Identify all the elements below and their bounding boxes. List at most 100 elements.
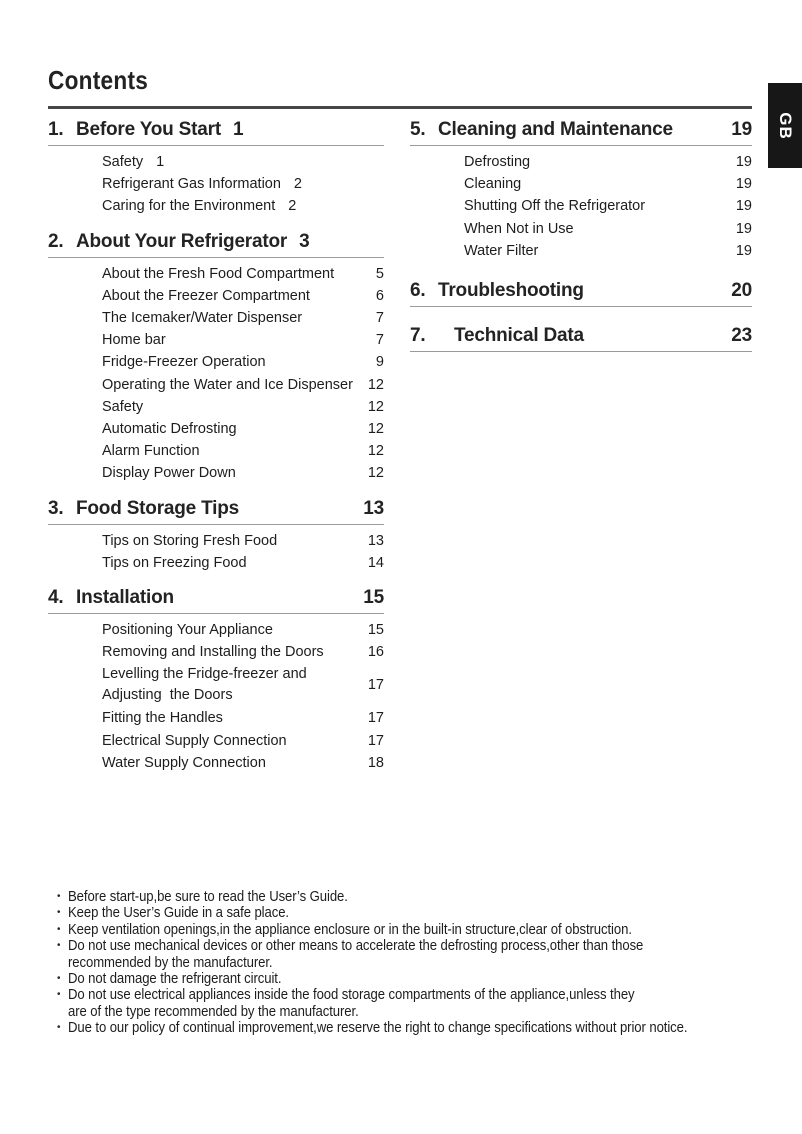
toc-item-page-number: 17 xyxy=(367,710,384,727)
toc-columns: 1. Before You Start 1 Safety 1 Refrigera… xyxy=(48,118,752,774)
toc-item-label: When Not in Use xyxy=(464,220,574,237)
toc-item-label: Electrical Supply Connection xyxy=(102,732,287,749)
toc-item-label: Automatic Defrosting xyxy=(102,421,237,438)
section-title: Before You Start xyxy=(76,119,221,140)
toc-item: Water Supply Connection 18 xyxy=(102,752,384,774)
note-item: • Do not use mechanical devices or other… xyxy=(48,938,792,971)
bullet-icon: • xyxy=(57,907,61,919)
section-number: 5. xyxy=(410,119,426,140)
section-title: Installation xyxy=(76,587,174,609)
toc-item-page-number: 7 xyxy=(375,310,384,327)
section-title: Troubleshooting xyxy=(438,280,584,302)
toc-section-heading: 6. Troubleshooting 20 xyxy=(410,279,752,308)
note-text: Do not use electrical appliances inside … xyxy=(68,987,635,1020)
toc-item-page-number: 14 xyxy=(367,554,384,571)
toc-item-label: Alarm Function xyxy=(102,443,200,460)
section-number: 7. xyxy=(410,325,426,347)
toc-item: Automatic Defrosting 12 xyxy=(102,418,384,440)
toc-item: Safety 12 xyxy=(102,396,384,418)
note-item: • Before start-up,be sure to read the Us… xyxy=(48,889,792,905)
toc-item-page-number: 12 xyxy=(367,465,384,482)
toc-item-page-number: 19 xyxy=(735,220,752,237)
note-text: Before start-up,be sure to read the User… xyxy=(68,889,348,905)
toc-item-label: About the Fresh Food Compartment xyxy=(102,265,335,282)
toc-item: Caring for the Environment 2 xyxy=(102,195,384,217)
toc-item-page-number: 19 xyxy=(735,176,752,193)
bullet-icon: • xyxy=(57,1022,61,1034)
bullet-icon: • xyxy=(57,923,61,935)
toc-item-label: Home bar xyxy=(102,332,166,349)
page-title-block: Contents xyxy=(48,66,752,109)
toc-section: 2. About Your Refrigerator 3 About the F… xyxy=(48,230,384,485)
toc-section: 1. Before You Start 1 Safety 1 Refrigera… xyxy=(48,118,384,218)
toc-item-page-number: 12 xyxy=(367,398,384,415)
section-title: About Your Refrigerator xyxy=(76,230,288,252)
toc-section: 6. Troubleshooting 20 xyxy=(410,279,752,308)
toc-item-page-number: 5 xyxy=(375,265,384,282)
toc-item-page-number: 12 xyxy=(367,443,384,460)
toc-item: Water Filter 19 xyxy=(464,240,752,262)
section-page-number: 1 xyxy=(232,119,244,140)
toc-item: Shutting Off the Refrigerator 19 xyxy=(464,195,752,217)
toc-item-label: Fitting the Handles xyxy=(102,710,223,727)
section-page-number: 15 xyxy=(363,587,384,609)
toc-item: Refrigerant Gas Information 2 xyxy=(102,173,384,195)
toc-column-right: 5. Cleaning and Maintenance 19 Defrostin… xyxy=(410,118,752,774)
toc-item-page-number: 2 xyxy=(293,176,302,193)
toc-column-left: 1. Before You Start 1 Safety 1 Refrigera… xyxy=(48,118,384,774)
bullet-icon: • xyxy=(57,989,61,1001)
toc-item-label: Display Power Down xyxy=(102,465,236,482)
note-item: • Due to our policy of continual improve… xyxy=(48,1020,792,1036)
toc-section-items: Safety 1 Refrigerant Gas Information 2 C… xyxy=(48,146,384,218)
section-title: Food Storage Tips xyxy=(76,497,240,519)
bullet-icon: • xyxy=(57,891,61,902)
toc-item-page-number: 13 xyxy=(367,532,384,549)
toc-section-items: Positioning Your Appliance 15 Removing a… xyxy=(48,614,384,774)
toc-item-label: Tips on Freezing Food xyxy=(102,554,247,571)
toc-section-heading: 5. Cleaning and Maintenance 19 xyxy=(410,118,752,146)
section-page-number: 23 xyxy=(731,325,752,347)
toc-item-page-number: 17 xyxy=(367,732,384,749)
toc-item-page-number: 9 xyxy=(375,354,384,371)
toc-item: Removing and Installing the Doors 16 xyxy=(102,641,384,663)
toc-item-label: Cleaning xyxy=(464,176,522,193)
toc-section-heading: 7. Technical Data 23 xyxy=(410,324,752,353)
toc-item-label: Operating the Water and Ice Dispenser xyxy=(102,376,353,393)
toc-item-label: Tips on Storing Fresh Food xyxy=(102,532,278,549)
toc-item: The Icemaker/Water Dispenser 7 xyxy=(102,307,384,329)
section-title: Technical Data xyxy=(454,325,584,347)
toc-item: Tips on Freezing Food 14 xyxy=(102,552,384,574)
toc-item-label: Levelling the Fridge-freezer and Adjusti… xyxy=(102,666,307,704)
toc-item: About the Fresh Food Compartment 5 xyxy=(102,263,384,285)
toc-item: Tips on Storing Fresh Food 13 xyxy=(102,530,384,552)
toc-item-page-number: 12 xyxy=(367,376,384,393)
notes-list: • Before start-up,be sure to read the Us… xyxy=(48,889,792,1037)
section-page-number: 20 xyxy=(731,280,752,302)
section-number: 3. xyxy=(48,497,64,519)
section-page-number: 13 xyxy=(363,497,384,519)
page-title: Contents xyxy=(48,65,149,95)
toc-item-label: Removing and Installing the Doors xyxy=(102,644,324,661)
toc-item-label: The Icemaker/Water Dispenser xyxy=(102,310,303,327)
section-number: 1. xyxy=(48,119,64,140)
toc-item: About the Freezer Compartment 6 xyxy=(102,285,384,307)
toc-item: Levelling the Fridge-freezer and Adjusti… xyxy=(102,663,384,707)
toc-section-heading: 2. About Your Refrigerator 3 xyxy=(48,230,384,258)
section-number: 4. xyxy=(48,587,64,609)
toc-item-page-number: 6 xyxy=(375,287,384,304)
toc-item-page-number: 2 xyxy=(288,198,297,215)
toc-item-page-number: 12 xyxy=(367,421,384,438)
toc-item-page-number: 18 xyxy=(367,754,384,771)
toc-item: Fridge-Freezer Operation 9 xyxy=(102,351,384,373)
toc-section-heading: 4. Installation 15 xyxy=(48,586,384,615)
toc-item-page-number: 17 xyxy=(367,677,384,694)
language-tab-label: GB xyxy=(776,111,795,140)
toc-item-label: Water Filter xyxy=(464,242,539,259)
toc-section: 5. Cleaning and Maintenance 19 Defrostin… xyxy=(410,118,752,262)
toc-item: Home bar 7 xyxy=(102,329,384,351)
toc-item-page-number: 19 xyxy=(735,154,752,170)
toc-item-label: Safety xyxy=(102,398,144,415)
note-text: Due to our policy of continual improveme… xyxy=(68,1020,688,1037)
toc-item: Safety 1 xyxy=(102,151,384,173)
